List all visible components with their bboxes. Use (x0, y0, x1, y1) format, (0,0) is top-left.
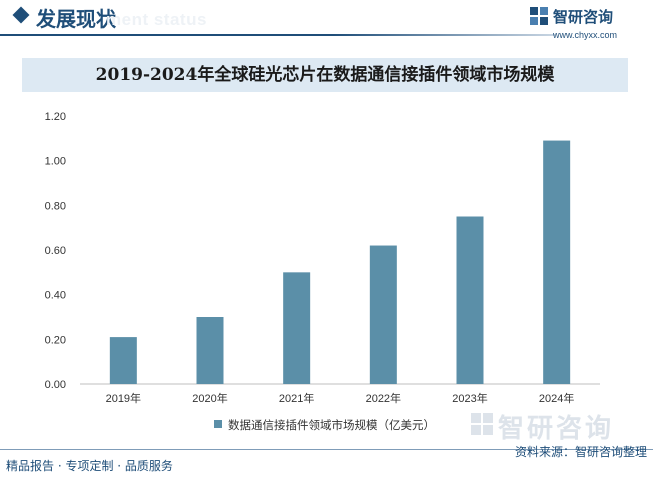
y-tick-label: 0.80 (45, 200, 66, 212)
watermark-logo-icon (471, 413, 493, 435)
bar (369, 245, 397, 384)
x-tick-label: 2023年 (452, 391, 487, 405)
y-tick-label: 1.00 (45, 156, 66, 168)
bar (456, 216, 484, 384)
brand-url: www.chyxx.com (553, 30, 618, 40)
footer-slogan: 精品报告 · 专项定制 · 品质服务 (6, 459, 173, 473)
legend-label: 数据通信接插件领域市场规模（亿美元） (228, 418, 435, 432)
section-header: 发展现状 ment status (0, 0, 653, 44)
data-source: 资料来源：智研咨询整理 (514, 445, 647, 459)
y-tick-label: 0.40 (45, 290, 66, 302)
chart-title-band: 2019-2024年全球硅光芯片在数据通信接插件领域市场规模 (22, 58, 628, 92)
x-tick-label: 2021年 (279, 391, 314, 405)
watermark: 智研咨询 (470, 408, 640, 444)
bar (196, 317, 224, 384)
diamond-icon (12, 6, 30, 24)
x-tick-label: 2022年 (366, 391, 401, 405)
brand-block: 智研咨询 www.chyxx.com (529, 4, 639, 42)
header-rule (0, 34, 555, 36)
brand-logo-icon (530, 7, 548, 25)
brand-name: 智研咨询 (553, 8, 614, 26)
y-tick-label: 0.20 (45, 334, 66, 346)
chart-area: 0.00 0.20 0.40 0.60 0.80 1.00 1.20 2019年 2020年 20… (0, 92, 653, 442)
bar (109, 337, 137, 384)
x-tick-label: 2024年 (539, 391, 574, 405)
section-subtitle: ment status (106, 10, 207, 29)
x-tick-label: 2020年 (192, 391, 227, 405)
footer: 精品报告 · 专项定制 · 品质服务 资料来源：智研咨询整理 (0, 445, 653, 478)
legend-swatch (214, 420, 222, 428)
x-tick-label: 2019年 (106, 391, 141, 405)
bar (543, 140, 571, 384)
chart-title: 2019-2024年全球硅光芯片在数据通信接插件领域市场规模 (95, 65, 555, 85)
y-tick-label: 0.00 (45, 379, 66, 391)
y-tick-label: 0.60 (45, 245, 66, 257)
bar (283, 272, 311, 384)
y-tick-label: 1.20 (45, 111, 66, 123)
bar-chart: 0.00 0.20 0.40 0.60 0.80 1.00 1.20 2019年 2020年 20… (45, 111, 600, 432)
section-title: 发展现状 (36, 7, 116, 31)
watermark-text: 智研咨询 (498, 414, 615, 444)
